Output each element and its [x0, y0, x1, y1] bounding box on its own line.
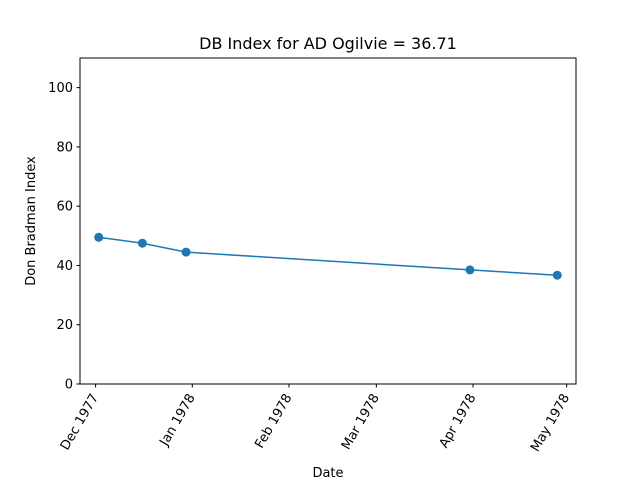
y-tick-label: 60 — [56, 200, 73, 215]
series-line — [98, 236, 558, 276]
y-axis-label: Don Bradman Index — [24, 156, 39, 286]
x-axis: Dec 1977 Jan 1978 Feb 1978 Mar 1978 Apr 1978… — [58, 384, 573, 455]
x-tick-label: May 1978 — [528, 392, 573, 455]
data-point — [137, 238, 147, 248]
plot-area — [79, 57, 577, 385]
x-tick-label: Dec 1977 — [58, 392, 102, 454]
x-tick-label: Feb 1978 — [252, 392, 295, 452]
x-tick-label: Apr 1978 — [437, 392, 480, 451]
x-tick-label: Mar 1978 — [339, 392, 383, 453]
series-group — [94, 232, 562, 280]
y-tick-label: 0 — [65, 378, 73, 393]
x-axis-label: Date — [312, 466, 343, 480]
y-axis: 0 20 40 60 80 100 — [48, 81, 80, 393]
data-point — [94, 232, 104, 242]
y-tick-label: 100 — [48, 81, 73, 96]
data-point — [181, 247, 191, 257]
x-tick-label: Jan 1978 — [157, 392, 199, 450]
y-tick-label: 80 — [56, 140, 73, 155]
data-point — [552, 270, 562, 280]
y-tick-label: 40 — [56, 259, 73, 274]
plot-frame — [79, 57, 577, 385]
y-tick-label: 20 — [56, 318, 73, 333]
chart-title: DB Index for AD Ogilvie = 36.71 — [199, 34, 457, 53]
data-point — [465, 265, 475, 275]
